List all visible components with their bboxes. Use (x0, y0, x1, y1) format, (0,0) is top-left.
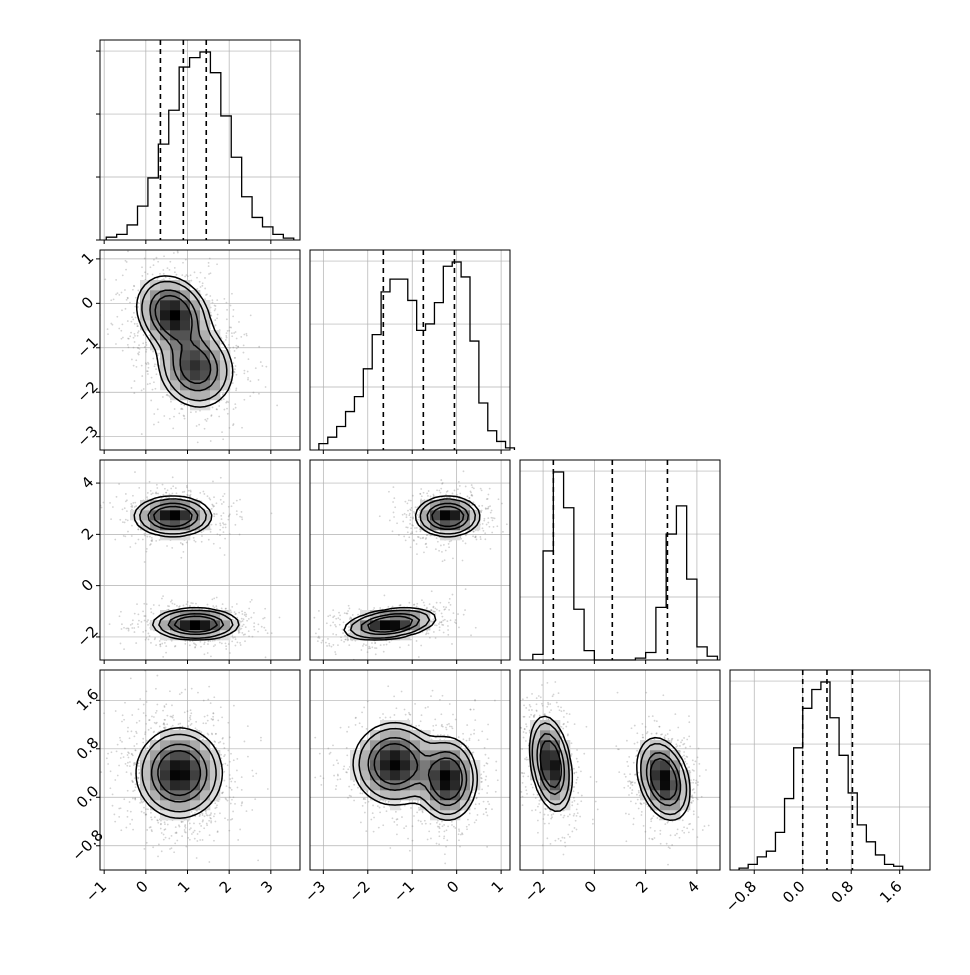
x-tick-label: 1.6 (876, 877, 906, 907)
x-tick-label: −1 (390, 877, 418, 905)
x-tick-label: 3 (257, 877, 276, 896)
x-tick-label: −2 (521, 877, 549, 905)
y-tick-label: 4 (78, 473, 97, 492)
y-tick-label: −3 (73, 422, 101, 450)
density-heatmap (130, 500, 240, 640)
x-tick-label: −0.8 (722, 877, 760, 915)
x-tick-label: −3 (301, 877, 329, 905)
panel-frame (310, 250, 510, 450)
x-tick-label: 0.0 (779, 877, 809, 907)
x-tick-label: 0 (132, 877, 151, 896)
x-tick-label: 0.8 (828, 877, 858, 907)
y-tick-label: 0 (78, 576, 97, 595)
x-tick-label: −1 (82, 877, 110, 905)
y-tick-label: −2 (73, 622, 101, 650)
grid-lines (100, 40, 300, 240)
histogram-1 (319, 262, 515, 450)
panel-frame (100, 40, 300, 240)
x-tick-label: 0 (443, 877, 462, 896)
y-tick-label: 2 (78, 524, 97, 543)
x-tick-label: 4 (683, 877, 702, 896)
x-tick-label: 2 (216, 877, 235, 896)
grid-lines (310, 250, 510, 450)
histogram-2 (533, 472, 718, 660)
joint-panel-2-0 (100, 471, 303, 658)
y-tick-label: 1 (78, 249, 97, 268)
joint-panel-2-1 (293, 470, 515, 660)
y-tick-label: −1 (73, 333, 101, 361)
panel-frame (520, 460, 720, 660)
y-tick-label: −0.8 (68, 826, 106, 864)
x-tick-label: −2 (345, 877, 373, 905)
x-tick-label: 2 (632, 877, 651, 896)
x-tick-label: 1 (174, 877, 193, 896)
y-tick-label: 0.0 (73, 782, 103, 812)
joint-panel-3-1 (314, 685, 498, 864)
joint-panel-3-0 (93, 670, 269, 882)
histogram-0 (106, 52, 294, 240)
histogram-3 (739, 682, 903, 870)
y-tick-label: 1.6 (73, 685, 103, 715)
x-tick-label: 1 (488, 877, 507, 896)
y-tick-label: −2 (73, 378, 101, 406)
joint-panel-3-2 (508, 647, 726, 866)
y-tick-label: 0.8 (73, 734, 103, 764)
y-tick-label: 0 (78, 293, 97, 312)
x-tick-label: 0 (581, 877, 600, 896)
grid-lines (520, 460, 720, 660)
